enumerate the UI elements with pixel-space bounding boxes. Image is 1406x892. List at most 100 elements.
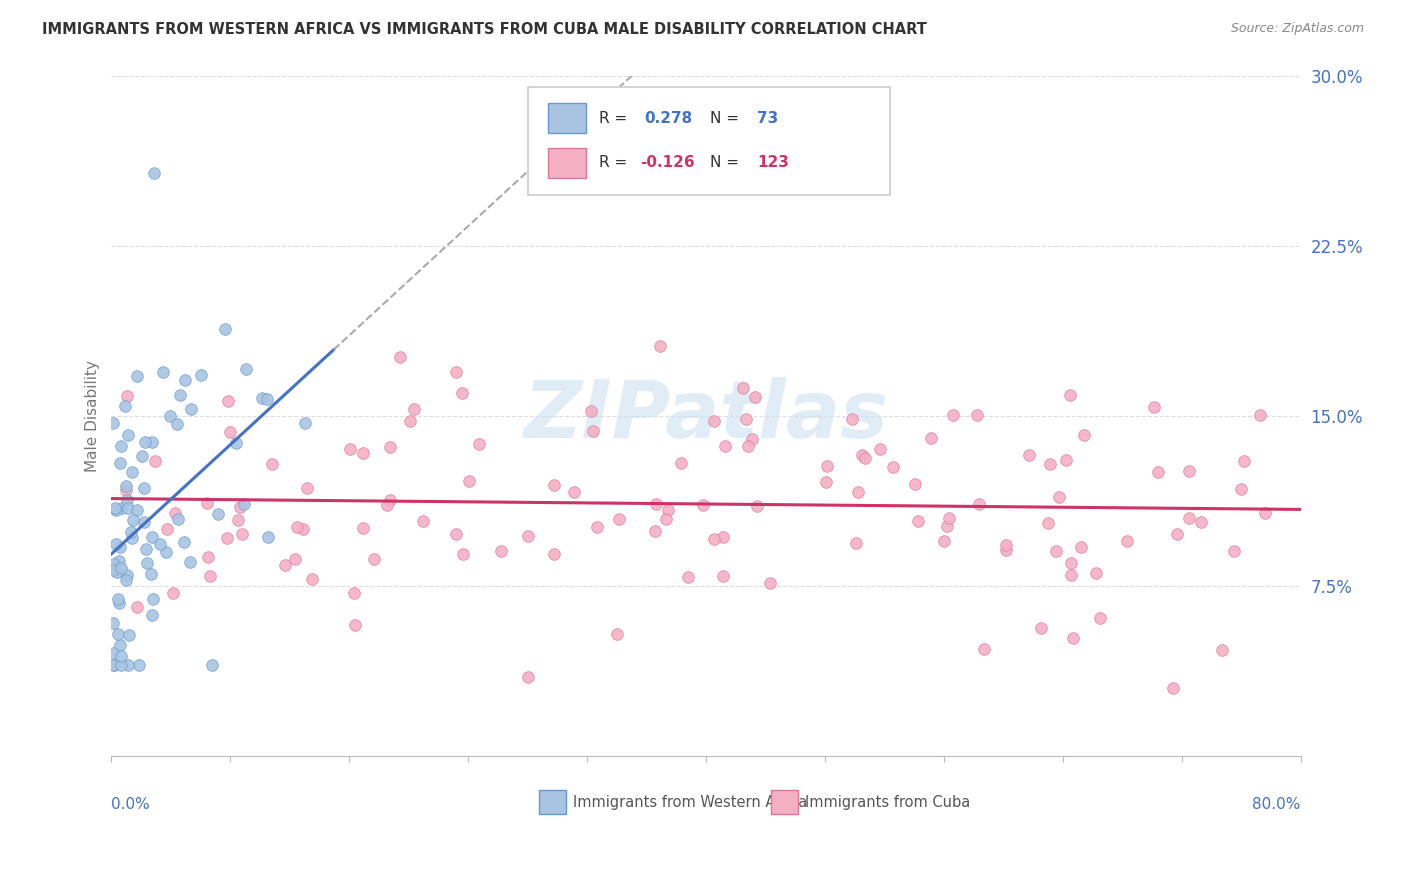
Point — [110, 648, 132, 663]
Point — [1254, 506, 1277, 520]
Point — [579, 404, 602, 418]
Point — [444, 526, 467, 541]
Text: ZIPatlas: ZIPatlas — [523, 376, 889, 455]
Point — [114, 573, 136, 587]
Point — [155, 544, 177, 558]
Point — [120, 524, 142, 539]
Point — [117, 428, 139, 442]
Point — [180, 401, 202, 416]
Point — [344, 618, 367, 632]
Point — [711, 569, 734, 583]
Point — [845, 536, 868, 550]
Point — [225, 436, 247, 450]
Point — [1163, 681, 1185, 695]
Point — [1189, 515, 1212, 529]
Point — [1038, 516, 1060, 531]
Point — [166, 417, 188, 432]
Point — [655, 512, 678, 526]
Point — [198, 568, 221, 582]
Point — [607, 512, 630, 526]
Point — [103, 658, 125, 673]
Text: 0.278: 0.278 — [644, 111, 692, 126]
Point — [104, 500, 127, 515]
Point — [1054, 453, 1077, 467]
Point — [115, 389, 138, 403]
Y-axis label: Male Disability: Male Disability — [86, 359, 100, 472]
Point — [143, 454, 166, 468]
Point — [841, 412, 863, 426]
Point — [966, 408, 988, 422]
Point — [735, 412, 758, 426]
Point — [1211, 643, 1233, 657]
Point — [1233, 454, 1256, 468]
Point — [399, 414, 422, 428]
Point — [226, 513, 249, 527]
Point — [1178, 511, 1201, 525]
Point — [141, 530, 163, 544]
Point — [101, 416, 124, 430]
Point — [179, 555, 201, 569]
Text: 123: 123 — [756, 155, 789, 170]
Point — [733, 381, 755, 395]
Point — [692, 498, 714, 512]
Point — [564, 484, 586, 499]
Point — [585, 520, 607, 534]
Point — [104, 537, 127, 551]
Point — [669, 456, 692, 470]
Point — [1178, 464, 1201, 478]
Point — [142, 166, 165, 180]
Point — [1073, 428, 1095, 442]
Point — [815, 459, 838, 474]
Point — [1047, 490, 1070, 504]
Point — [582, 424, 605, 438]
Point — [128, 658, 150, 673]
Point — [994, 538, 1017, 552]
Point — [197, 549, 219, 564]
Point — [714, 439, 737, 453]
Point — [295, 482, 318, 496]
Text: R =: R = — [599, 155, 633, 170]
Point — [1088, 611, 1111, 625]
Point — [676, 570, 699, 584]
Point — [152, 365, 174, 379]
Point — [882, 460, 904, 475]
Point — [141, 608, 163, 623]
Point — [284, 552, 307, 566]
Point — [1249, 408, 1271, 422]
Point — [134, 482, 156, 496]
Point — [219, 425, 242, 439]
Point — [125, 600, 148, 615]
Point — [214, 322, 236, 336]
Point — [132, 515, 155, 529]
Point — [110, 439, 132, 453]
Point — [121, 531, 143, 545]
Point — [101, 615, 124, 630]
Point — [1031, 621, 1053, 635]
Point — [101, 563, 124, 577]
Point — [851, 448, 873, 462]
Point — [195, 496, 218, 510]
Point — [292, 523, 315, 537]
Point — [110, 540, 132, 554]
Text: N =: N = — [710, 155, 744, 170]
Point — [122, 513, 145, 527]
Point — [973, 642, 995, 657]
Point — [135, 556, 157, 570]
Point — [262, 458, 284, 472]
Point — [1060, 568, 1083, 582]
Point — [352, 521, 374, 535]
Point — [938, 511, 960, 525]
Point — [737, 439, 759, 453]
Point — [121, 465, 143, 479]
Text: N =: N = — [710, 111, 744, 126]
Point — [159, 409, 181, 423]
Point — [103, 558, 125, 572]
Point — [1166, 527, 1188, 541]
Point — [388, 350, 411, 364]
Point — [869, 442, 891, 456]
Point — [468, 437, 491, 451]
Text: 80.0%: 80.0% — [1253, 797, 1301, 812]
Point — [104, 502, 127, 516]
Point — [135, 541, 157, 556]
Point — [1060, 556, 1083, 570]
